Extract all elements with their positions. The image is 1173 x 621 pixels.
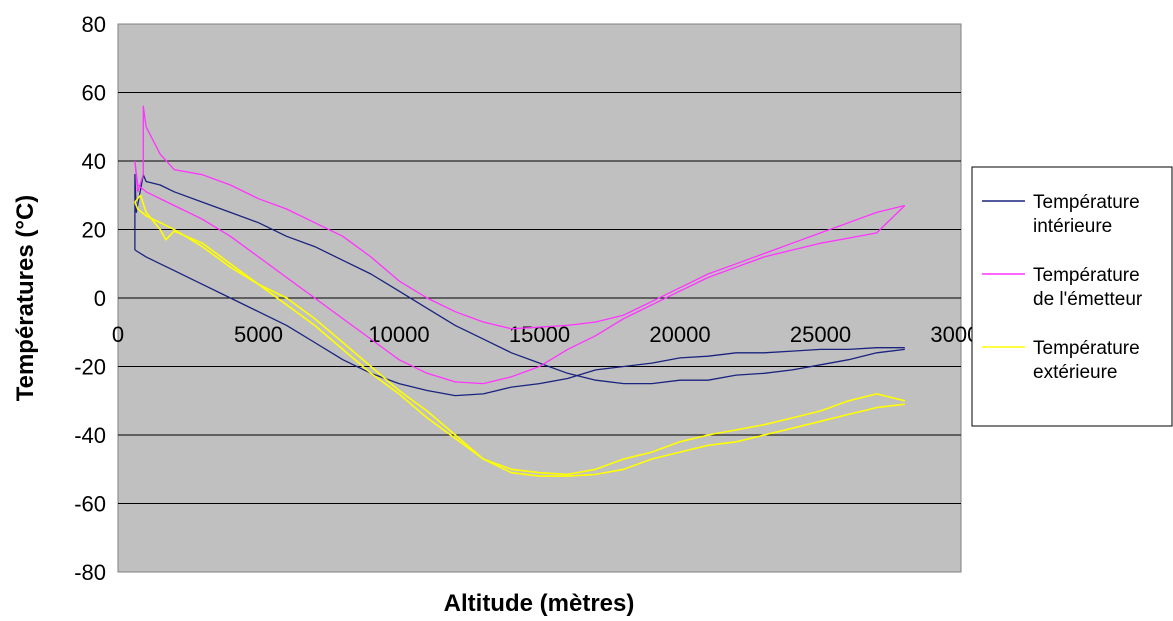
x-tick-label: 20000 [649, 322, 710, 347]
y-tick-label: 20 [82, 218, 106, 243]
y-tick-label: -80 [74, 560, 106, 585]
x-axis-title: Altitude (mètres) [444, 590, 635, 617]
y-tick-label: 60 [82, 81, 106, 106]
series-line-2 [134, 160, 906, 385]
y-tick-label: -60 [74, 492, 106, 517]
legend-label: Température intérieure [1033, 192, 1140, 237]
series-line-3 [134, 194, 905, 476]
series-line-1 [134, 174, 905, 385]
series-lines [134, 105, 906, 477]
y-tick-label: 40 [82, 149, 106, 174]
series-line-3 [134, 201, 905, 477]
legend-box [971, 166, 1173, 427]
legend-label: Température de l'émetteur [1033, 265, 1143, 310]
y-tick-label: -20 [74, 355, 106, 380]
y-tick-labels: 80 60 40 20 0 -20 -40 -60 -80 [74, 12, 106, 585]
x-tick-label: 10000 [368, 322, 429, 347]
series-line-1 [134, 249, 905, 397]
series-line-2 [134, 105, 905, 330]
y-tick-label: 80 [82, 12, 106, 37]
x-tick-label: 5000 [234, 322, 283, 347]
y-axis-title: Températures (°C) [12, 195, 39, 402]
y-tick-label: -40 [74, 423, 106, 448]
legend-label: Température extérieure [1033, 338, 1140, 383]
x-tick-label: 0 [112, 322, 124, 347]
legend: Température intérieure Température de l'éme… [971, 166, 1173, 427]
y-tick-label: 0 [94, 286, 106, 311]
x-tick-label: 25000 [790, 322, 851, 347]
